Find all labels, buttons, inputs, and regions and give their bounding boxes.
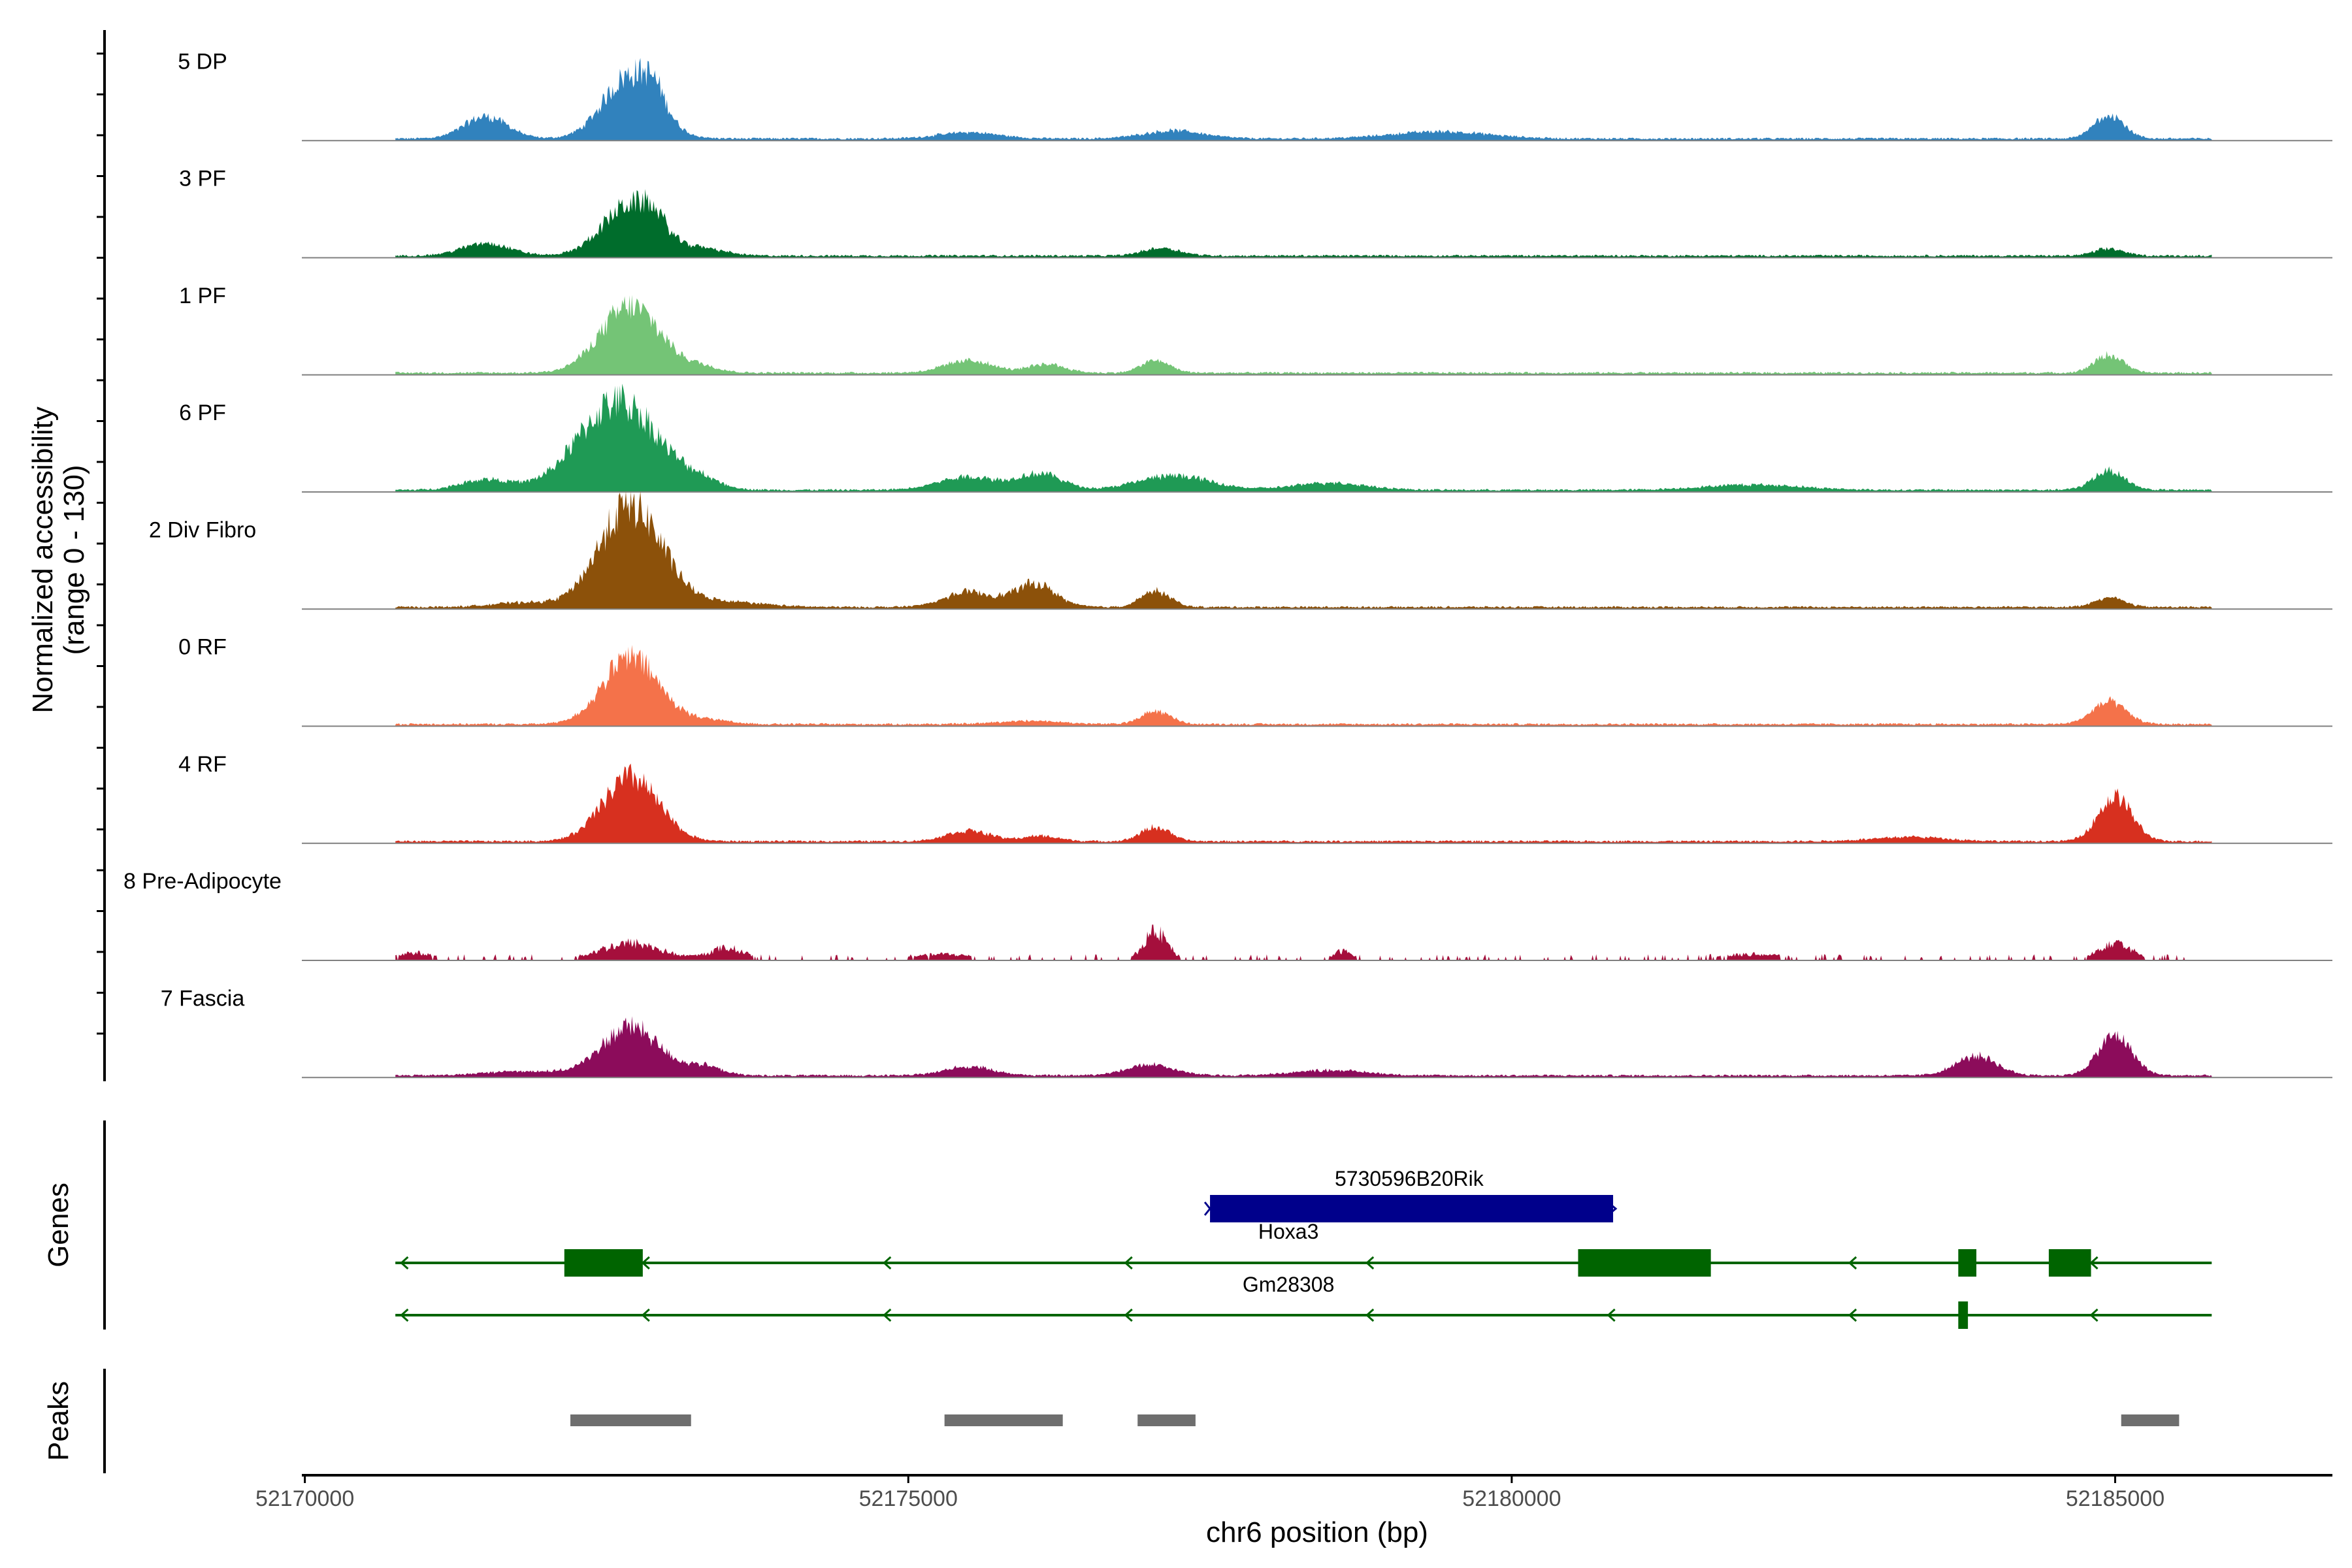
peak-region (2121, 1414, 2180, 1426)
track-label: 2 Div Fibro (149, 517, 256, 542)
track-label: 5 DP (178, 49, 227, 74)
gene-5730596b20rik: 5730596B20Rik (1203, 1167, 1618, 1222)
gene-gm28308: Gm28308 (395, 1273, 2212, 1329)
track: 7 Fascia (161, 986, 2332, 1079)
coverage-area (395, 645, 2212, 727)
strand-arrow (1607, 1308, 1616, 1322)
coverage-area (395, 189, 2212, 258)
track: 8 Pre-Adipocyte (123, 869, 2332, 961)
gene-label: 5730596B20Rik (1335, 1167, 1484, 1190)
track: 5 DP (178, 49, 2332, 142)
x-axis-title: chr6 position (bp) (1206, 1516, 1428, 1548)
strand-arrow (1365, 1256, 1375, 1270)
coverage-area (395, 384, 2212, 492)
peak-region (944, 1414, 1063, 1426)
strand-arrow (883, 1308, 892, 1322)
strand-arrow (400, 1308, 409, 1322)
coverage-tracks: 5 DP 3 PF 1 PF 6 PF 2 Div Fibro 0 RF 4 RF 8 Pre… (123, 49, 2332, 1079)
x-tick-label: 52175000 (859, 1486, 958, 1511)
strand-arrow (1848, 1256, 1857, 1270)
peak-regions (570, 1414, 2180, 1426)
genes-panel-title: Genes (42, 1183, 74, 1267)
gene-label: Gm28308 (1243, 1273, 1335, 1296)
peak-region (1137, 1414, 1196, 1426)
track: 3 PF (179, 167, 2332, 259)
gene-exon (1210, 1195, 1614, 1222)
strand-arrow (1124, 1308, 1133, 1322)
coverage-area (395, 491, 2212, 610)
coverage-area (395, 763, 2212, 843)
coverage-y-ticks (97, 52, 105, 1035)
peaks-panel-title: Peaks (42, 1381, 74, 1461)
gene-annotations: 5730596B20Rik Hoxa3 Gm28308 (395, 1167, 2212, 1329)
x-tick-label: 52185000 (2066, 1486, 2164, 1511)
y-axis-title-line1: Normalized accessibility (27, 406, 59, 713)
strand-arrow (883, 1256, 892, 1270)
track-label: 0 RF (178, 635, 227, 660)
strand-arrow (400, 1256, 409, 1270)
strand-arrow (2089, 1256, 2099, 1270)
track: 2 Div Fibro (149, 491, 2332, 610)
strand-marker (1203, 1201, 1217, 1216)
coverage-y-axis (97, 30, 106, 1081)
track-label: 8 Pre-Adipocyte (123, 869, 282, 894)
track-label: 3 PF (179, 167, 226, 191)
track-label: 7 Fascia (161, 986, 245, 1011)
y-axis-title-line2: (range 0 - 130) (58, 465, 90, 655)
x-axis: 52170000 52175000 52180000 52185000 (255, 1474, 2332, 1511)
x-tick-label: 52180000 (1462, 1486, 1561, 1511)
coverage-area (395, 295, 2212, 375)
track: 6 PF (179, 384, 2332, 493)
coverage-area (395, 924, 2212, 960)
strand-arrow (2089, 1308, 2099, 1322)
coverage-area (395, 1016, 2212, 1078)
track-label: 6 PF (179, 400, 226, 425)
x-tick-label: 52170000 (255, 1486, 354, 1511)
gene-exon (1578, 1249, 1711, 1277)
x-axis-ticks: 52170000 52175000 52180000 52185000 (255, 1475, 2164, 1511)
peak-region (570, 1414, 691, 1426)
strand-arrow (1365, 1308, 1375, 1322)
coverage-area (395, 57, 2212, 141)
track: 0 RF (178, 635, 2332, 727)
gene-exon (1958, 1301, 1968, 1329)
gene-hoxa3: Hoxa3 (395, 1220, 2212, 1277)
gene-exon (1958, 1249, 1977, 1277)
strand-arrow (1848, 1308, 1857, 1322)
track-label: 4 RF (178, 752, 227, 777)
gene-label: Hoxa3 (1258, 1220, 1319, 1243)
gene-exon (2048, 1249, 2091, 1277)
track-label: 1 PF (179, 284, 226, 308)
track: 4 RF (178, 752, 2332, 844)
strand-marker (1607, 1201, 1618, 1217)
gene-exon (564, 1249, 643, 1277)
strand-arrow (1124, 1256, 1133, 1270)
track: 1 PF (179, 284, 2332, 376)
strand-arrow (641, 1308, 650, 1322)
